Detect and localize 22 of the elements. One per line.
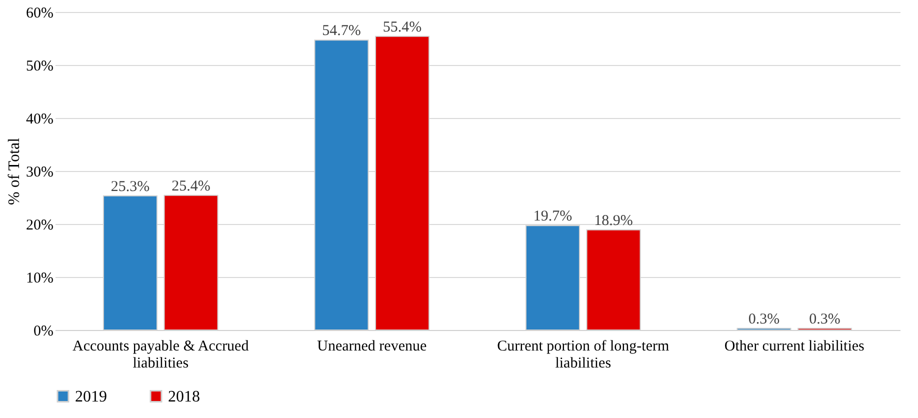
data-label: 18.9% xyxy=(594,212,633,229)
data-label: 54.7% xyxy=(322,23,361,40)
legend-label: 2018 xyxy=(168,388,200,406)
data-label: 0.3% xyxy=(809,311,840,328)
y-tick-label: 60% xyxy=(26,6,54,22)
y-axis-title: % of Total xyxy=(6,137,24,206)
y-tick-label: 30% xyxy=(26,164,54,180)
data-label: 25.3% xyxy=(110,178,150,195)
x-tick-label: Other current liabilities xyxy=(724,338,865,354)
x-tick-label: Accounts payable & Accrued liabilities xyxy=(72,338,250,372)
x-tick-label: Unearned revenue xyxy=(317,338,427,354)
y-tick-label: 10% xyxy=(26,270,54,286)
data-label: 0.3% xyxy=(748,311,780,328)
y-tick-label: 40% xyxy=(26,112,54,128)
legend-label: 2019 xyxy=(75,388,107,406)
y-tick-label: 0% xyxy=(34,324,54,340)
data-label: 55.4% xyxy=(382,19,422,36)
data-label: 19.7% xyxy=(533,208,572,225)
y-tick-label: 20% xyxy=(26,218,54,234)
x-tick-label: Current portion of long-term liabilities xyxy=(497,338,670,372)
y-tick-label: 50% xyxy=(26,58,54,74)
data-label: 25.4% xyxy=(172,178,210,194)
